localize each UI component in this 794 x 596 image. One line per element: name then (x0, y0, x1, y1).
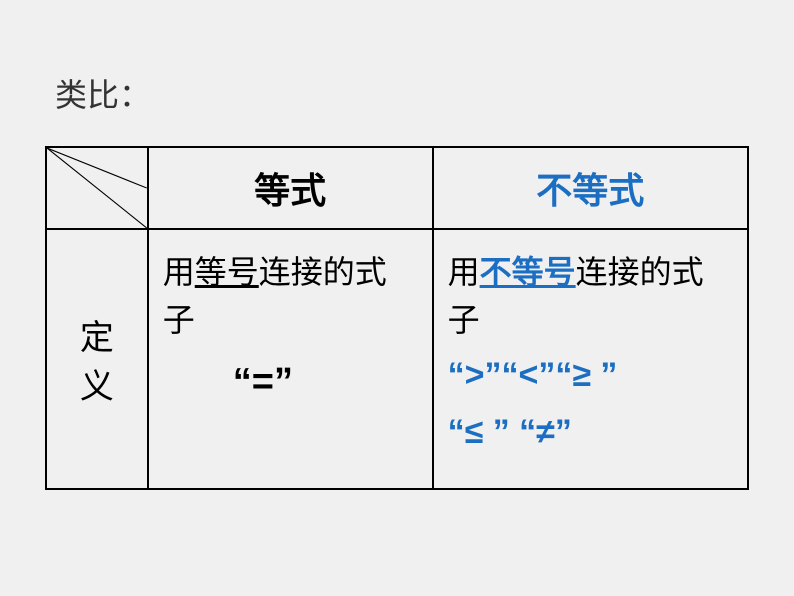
not-equal-icon: ≠ (536, 413, 555, 451)
eq-def-p1: 用 (163, 254, 195, 290)
corner-cell (46, 147, 148, 229)
q5o: “ (519, 413, 536, 451)
greater-than-icon: > (465, 356, 485, 394)
inequality-symbols-line1: “>”“<”“≥ ” (448, 350, 733, 401)
q3o: “ (555, 356, 572, 394)
inequality-def-text: 用不等号连接的式子 (448, 248, 733, 344)
slide-container: 类比： 等式 不等式 定义 用等号连接的式子 “=” (0, 0, 794, 490)
q2o: “ (501, 356, 518, 394)
less-than-icon: < (518, 356, 538, 394)
equation-def-text: 用等号连接的式子 (163, 248, 418, 344)
q1o: “ (448, 356, 465, 394)
equals-sign-icon: = (252, 361, 274, 403)
diagonal-divider-icon (47, 148, 147, 228)
inequality-symbols-line2: “≤ ” “≠” (448, 407, 733, 458)
eq-def-underline: 等号 (195, 254, 259, 290)
q2c: ” (538, 356, 555, 394)
row-label-definition: 定义 (46, 229, 148, 489)
equation-definition-cell: 用等号连接的式子 “=” (148, 229, 433, 489)
greater-equal-icon: ≥ (572, 356, 591, 394)
less-equal-icon: ≤ (465, 413, 484, 451)
equation-symbol-line: “=” (233, 354, 418, 411)
header-row: 等式 不等式 (46, 147, 748, 229)
ineq-def-underline: 不等号 (480, 254, 576, 290)
q3c: ” (591, 356, 617, 394)
comparison-table: 等式 不等式 定义 用等号连接的式子 “=” 用不等号连接的式子 “>”“<”“… (45, 146, 749, 490)
q1c: ” (484, 356, 501, 394)
inequality-definition-cell: 用不等号连接的式子 “>”“<”“≥ ” “≤ ” “≠” (433, 229, 748, 489)
q4o: “ (448, 413, 465, 451)
q4c: ” (483, 413, 519, 451)
ineq-def-p1: 用 (448, 254, 480, 290)
definition-row: 定义 用等号连接的式子 “=” 用不等号连接的式子 “>”“<”“≥ ” “≤ … (46, 229, 748, 489)
eq-quote-open: “ (233, 361, 252, 403)
header-inequality: 不等式 (433, 147, 748, 229)
q5c: ” (555, 413, 572, 451)
eq-quote-close: ” (274, 361, 293, 403)
slide-title: 类比： (55, 70, 749, 116)
header-equation: 等式 (148, 147, 433, 229)
